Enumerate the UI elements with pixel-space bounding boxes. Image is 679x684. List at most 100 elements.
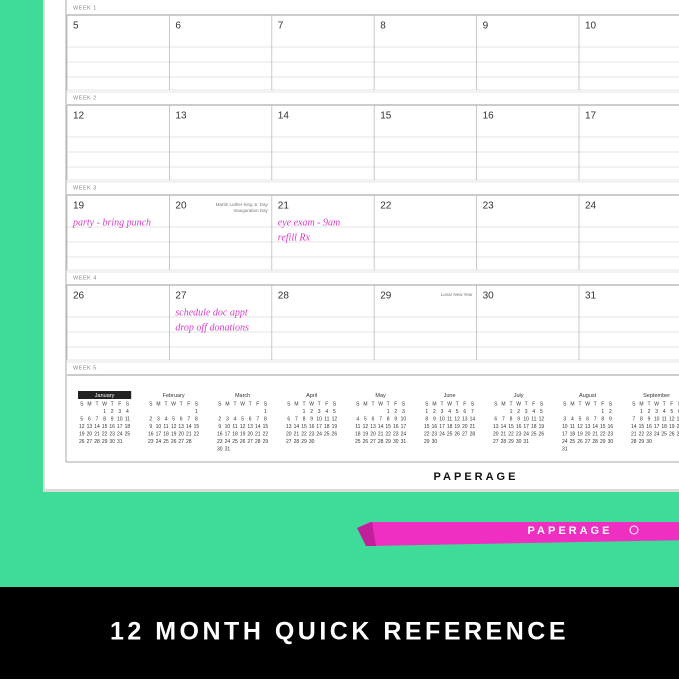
mini-weekday: T xyxy=(233,401,236,407)
mini-day: 30 xyxy=(608,439,614,445)
date-number: 14 xyxy=(278,111,290,122)
mini-weekday: W xyxy=(447,401,452,407)
holiday: Lunar New Year xyxy=(441,292,474,297)
mini-day: 22 xyxy=(194,431,200,437)
mini-day: 19 xyxy=(240,431,246,437)
mini-day: 26 xyxy=(577,439,583,445)
mini-day: 11 xyxy=(355,424,360,430)
mini-day: 30 xyxy=(646,439,652,445)
mini-weekday: M xyxy=(87,401,91,407)
mini-day: 8 xyxy=(510,416,513,422)
mini-weekday: T xyxy=(525,401,528,407)
mini-day: 25 xyxy=(125,431,131,437)
mini-day: 17 xyxy=(654,424,660,430)
mini-day: 8 xyxy=(425,416,428,422)
mini-day: 4 xyxy=(448,409,451,415)
mini-day: 28 xyxy=(470,431,476,437)
mini-weekday: M xyxy=(225,401,229,407)
mini-day: 10 xyxy=(401,416,407,422)
mini-day: 30 xyxy=(109,439,115,445)
mini-day: 28 xyxy=(378,439,384,445)
mini-day: 9 xyxy=(433,416,436,422)
mini-day: 12 xyxy=(669,416,675,422)
mini-weekday: M xyxy=(156,401,160,407)
mini-month-name: January xyxy=(95,393,115,399)
mini-day: 16 xyxy=(217,431,223,437)
mini-weekday: S xyxy=(195,401,199,407)
mini-weekday: T xyxy=(509,401,512,407)
mini-day: 1 xyxy=(387,409,390,415)
mini-day: 29 xyxy=(600,439,606,445)
date-number: 9 xyxy=(483,21,489,32)
mini-month-name: September xyxy=(643,393,670,399)
mini-day: 19 xyxy=(539,424,545,430)
mini-day: 27 xyxy=(247,439,253,445)
mini-weekday: S xyxy=(80,401,84,407)
mini-day: 25 xyxy=(324,431,330,437)
mini-day: 24 xyxy=(654,431,660,437)
mini-month-name: March xyxy=(235,393,250,399)
mini-day: 9 xyxy=(517,416,520,422)
mini-weekday: M xyxy=(570,401,574,407)
mini-day: 14 xyxy=(378,424,384,430)
mini-day: 15 xyxy=(263,424,269,430)
mini-day: 26 xyxy=(240,439,246,445)
mini-day: 9 xyxy=(111,416,114,422)
mini-day: 25 xyxy=(232,439,238,445)
mini-day: 7 xyxy=(594,416,597,422)
mini-day: 8 xyxy=(387,416,390,422)
mini-day: 12 xyxy=(454,416,460,422)
mini-day: 4 xyxy=(532,409,535,415)
mini-weekday: F xyxy=(463,401,466,407)
mini-day: 22 xyxy=(102,431,108,437)
mini-day: 3 xyxy=(525,409,528,415)
mini-day: 20 xyxy=(286,431,292,437)
mini-day: 20 xyxy=(677,424,679,430)
mini-day: 7 xyxy=(187,416,190,422)
mini-day: 11 xyxy=(324,416,329,422)
mini-day: 30 xyxy=(432,439,438,445)
mini-day: 18 xyxy=(570,431,576,437)
mini-day: 25 xyxy=(531,431,537,437)
mini-day: 27 xyxy=(178,439,184,445)
date-number: 10 xyxy=(585,21,597,32)
mini-day: 9 xyxy=(218,424,221,430)
mini-day: 6 xyxy=(463,409,466,415)
mini-day: 16 xyxy=(309,424,315,430)
mini-day: 1 xyxy=(195,409,198,415)
mini-day: 8 xyxy=(303,416,306,422)
mini-day: 6 xyxy=(287,416,290,422)
date-number: 7 xyxy=(278,21,284,32)
handwritten-note: drop off donations xyxy=(175,322,249,333)
mini-day: 8 xyxy=(195,416,198,422)
handwritten-note: eye exam - 9am xyxy=(278,217,340,228)
mini-day: 8 xyxy=(640,416,643,422)
mini-weekday: T xyxy=(249,401,252,407)
mini-day: 26 xyxy=(171,439,177,445)
mini-day: 29 xyxy=(639,439,645,445)
mini-day: 28 xyxy=(631,439,637,445)
date-number: 23 xyxy=(483,201,495,212)
mini-weekday: T xyxy=(578,401,581,407)
mini-day: 24 xyxy=(117,431,123,437)
mini-day: 16 xyxy=(432,424,438,430)
mini-day: 30 xyxy=(217,446,223,452)
date-number: 17 xyxy=(585,111,597,122)
mini-day: 23 xyxy=(646,431,652,437)
date-number: 15 xyxy=(380,111,392,122)
mini-day: 12 xyxy=(240,424,246,430)
mini-day: 21 xyxy=(631,431,637,437)
mini-weekday: M xyxy=(294,401,298,407)
mini-day: 2 xyxy=(111,409,114,415)
mini-day: 11 xyxy=(232,424,237,430)
paper xyxy=(45,0,679,489)
mini-day: 10 xyxy=(117,416,123,422)
mini-weekday: S xyxy=(425,401,429,407)
mini-day: 17 xyxy=(439,424,445,430)
date-number: 21 xyxy=(278,201,290,212)
mini-day: 5 xyxy=(80,416,83,422)
date-number: 20 xyxy=(175,201,187,212)
mini-weekday: T xyxy=(164,401,167,407)
week-label: WEEK 1 xyxy=(73,5,97,11)
mini-day: 23 xyxy=(516,431,522,437)
